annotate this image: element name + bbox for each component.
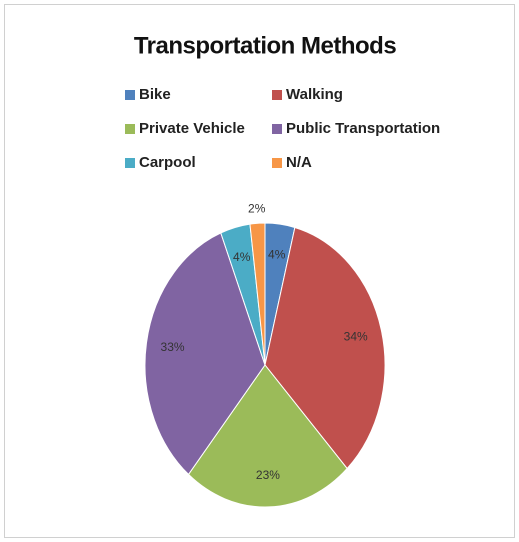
value-label: 2% [248,201,266,215]
value-label: 34% [344,330,368,344]
legend-label: Bike [139,86,171,103]
legend-label: Public Transportation [286,120,440,137]
legend-label: Private Vehicle [139,120,245,137]
legend-label: N/A [286,154,312,171]
legend-swatch [272,90,282,100]
legend-swatch [125,90,135,100]
legend-swatch [125,124,135,134]
legend-swatch [272,124,282,134]
pie-slice [249,222,266,366]
chart-title: Transportation Methods [134,32,396,59]
pie-slice [144,232,266,476]
value-label: 4% [268,247,286,261]
legend-label: Carpool [139,154,196,171]
value-label: 4% [233,250,251,264]
legend-swatch [125,158,135,168]
value-label: 33% [161,340,185,354]
pie-slice [187,364,348,508]
pie-slice [264,226,386,470]
legend-label: Walking [286,86,343,103]
legend-swatch [272,158,282,168]
value-label: 23% [256,468,280,482]
